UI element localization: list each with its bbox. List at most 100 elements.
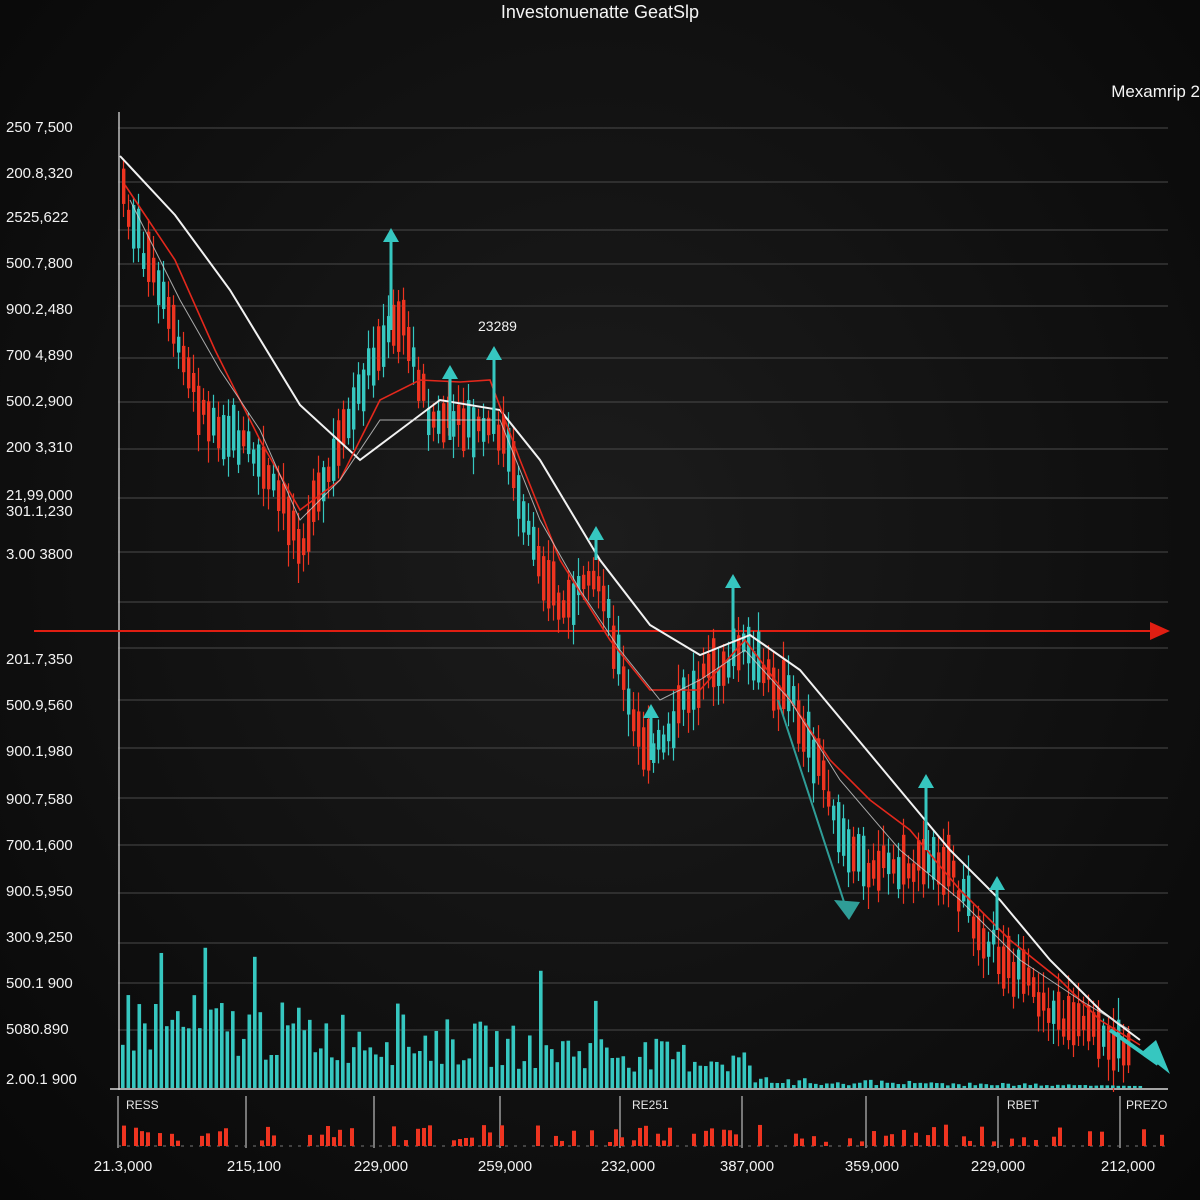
sub-panel-bar [620, 1137, 624, 1146]
sub-panel-bar [710, 1128, 714, 1146]
volume-bar [341, 1014, 345, 1088]
candle-down [217, 416, 221, 449]
candle-down [242, 430, 246, 447]
candle-up [222, 415, 226, 460]
y-tick-label: 2525,622 [6, 209, 69, 226]
volume-bar [1017, 1085, 1022, 1088]
volume-bar [132, 1050, 136, 1088]
moving-average-mid [129, 199, 1131, 1031]
candle-down [937, 852, 941, 885]
volume-bar [885, 1082, 890, 1088]
sub-panel-bar [794, 1133, 798, 1146]
y-tick-label: 700 4,890 [6, 347, 73, 364]
volume-bar [374, 1054, 378, 1088]
sub-panel-bar [1022, 1137, 1026, 1146]
candle-down [582, 574, 586, 590]
candle-down [277, 480, 281, 512]
signal-down-line [777, 699, 846, 906]
volume-bar [808, 1083, 813, 1088]
volume-bar [1127, 1085, 1132, 1088]
volume-bar [946, 1085, 950, 1088]
volume-bar [918, 1082, 923, 1088]
candle-up [322, 467, 326, 502]
candle-down [952, 860, 956, 878]
volume-bar [775, 1083, 780, 1088]
sub-panel-bar [464, 1137, 468, 1146]
sub-panel-bar [470, 1137, 474, 1146]
volume-bar [1072, 1085, 1077, 1088]
y-tick-label: 250 7,500 [6, 119, 73, 136]
candle-down [342, 409, 346, 445]
candle-up [967, 875, 971, 916]
volume-bar [874, 1085, 879, 1088]
volume-bar [1067, 1084, 1071, 1088]
sub-panel-bar [860, 1141, 864, 1146]
volume-bar [682, 1044, 686, 1088]
volume-bar [456, 1064, 461, 1088]
candle-up [847, 829, 851, 873]
volume-bar [687, 1071, 692, 1088]
volume-bar [528, 1035, 532, 1088]
sub-panel-bar [662, 1140, 666, 1146]
candle-down [292, 510, 296, 541]
sub-panel-bar [206, 1133, 210, 1146]
candle-down [147, 231, 151, 282]
volume-bar [781, 1082, 785, 1088]
sub-panel-bar [890, 1134, 894, 1146]
y-tick-label: 200 3,310 [6, 439, 73, 456]
volume-bar [220, 1003, 224, 1088]
x-tick-label: 212,000 [1100, 1158, 1156, 1175]
y-tick-label: 3.00 3800 [6, 546, 73, 563]
sub-panel-bar [326, 1125, 330, 1146]
candle-down [152, 257, 156, 283]
volume-bar [693, 1061, 697, 1088]
candle-down [1072, 1002, 1076, 1046]
sub-panel-label: PREZO [1126, 1098, 1168, 1112]
candle-up [897, 857, 901, 890]
candle-up [437, 410, 441, 434]
volume-bar [1133, 1085, 1137, 1088]
candle-down [1047, 1008, 1051, 1023]
sub-panel-bar [458, 1139, 462, 1146]
volume-bar [891, 1082, 895, 1088]
y-tick-label: 900.7,580 [6, 791, 73, 808]
volume-bar [1056, 1084, 1060, 1088]
volume-bar [522, 1061, 527, 1088]
candle-up [752, 651, 756, 681]
candle-up [412, 347, 416, 367]
volume-bar [214, 1008, 219, 1088]
sub-panel-bar [668, 1127, 672, 1146]
sub-panel-bar [134, 1127, 138, 1146]
volume-bar [715, 1061, 719, 1088]
volume-bar [1061, 1085, 1066, 1088]
volume-bar [1039, 1085, 1044, 1088]
sub-panel-bar [338, 1129, 342, 1146]
candle-down [977, 915, 981, 951]
candle-up [887, 852, 891, 875]
x-tick-label: 387,000 [719, 1158, 775, 1175]
candle-down [1082, 1015, 1086, 1031]
candle-up [667, 723, 671, 742]
sub-panel-label: RESS [126, 1098, 159, 1112]
sub-panel-bar [536, 1125, 540, 1146]
chart-title: Investonuenatte GeatSlp [500, 2, 700, 22]
candle-up [577, 576, 581, 596]
volume-bar [165, 1026, 169, 1088]
sub-panel-bar [704, 1130, 708, 1146]
volume-bar [170, 1019, 175, 1088]
volume-bar [555, 1062, 560, 1088]
candle-down [647, 718, 651, 771]
volume-bar [346, 1062, 351, 1088]
candle-up [682, 677, 686, 710]
y-tick-label: 900.1,980 [6, 743, 73, 760]
volume-bar [423, 1035, 428, 1088]
sub-panel-bar [734, 1134, 738, 1146]
candle-up [517, 475, 521, 519]
volume-bar [973, 1085, 978, 1088]
candle-down [422, 373, 426, 401]
candle-down [1002, 946, 1006, 989]
sub-panel-bar [692, 1133, 696, 1146]
volume-bar [126, 995, 131, 1088]
candle-up [787, 675, 791, 712]
trend-down-line [1108, 1028, 1160, 1066]
